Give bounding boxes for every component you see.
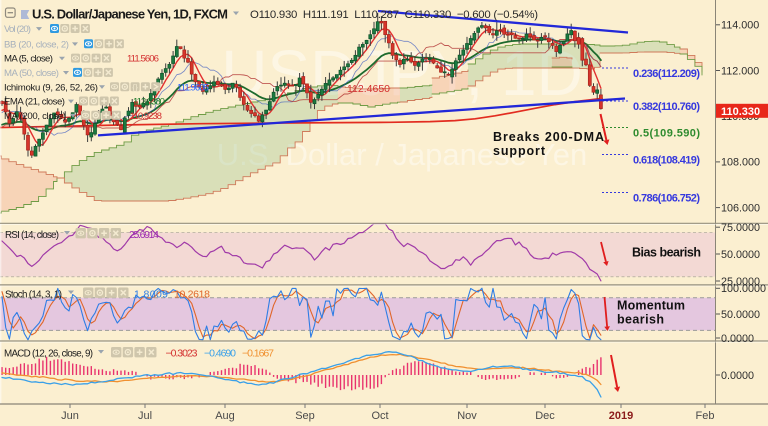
svg-text:110.9238: 110.9238 (130, 111, 162, 122)
svg-text:112.000: 112.000 (721, 65, 759, 77)
svg-text:Bias bearish: Bias bearish (632, 246, 701, 260)
svg-text:Ichimoku (9, 26, 52, 26): Ichimoku (9, 26, 52, 26) (4, 82, 98, 93)
svg-text:U.S. Dollar/Japanese Yen, 1D,: U.S. Dollar/Japanese Yen, 1D, FXCM (32, 7, 228, 22)
svg-text:108.000: 108.000 (721, 157, 760, 169)
svg-text:EMA (21, close): EMA (21, close) (4, 97, 65, 108)
svg-text:Momentum: Momentum (617, 299, 685, 313)
svg-text:112.4650: 112.4650 (347, 83, 390, 95)
svg-text:Breaks 200-DMA: Breaks 200-DMA (493, 130, 604, 144)
svg-text:U.S. Dollar / Japanese Yen: U.S. Dollar / Japanese Yen (217, 137, 588, 172)
svg-text:25.0000: 25.0000 (721, 276, 760, 288)
svg-text:50.0000: 50.0000 (721, 249, 760, 261)
svg-text:0.5(109.590): 0.5(109.590) (633, 128, 700, 140)
svg-text:Oct: Oct (371, 410, 388, 422)
svg-text:bearish: bearish (617, 313, 664, 327)
svg-text:MA (5, close): MA (5, close) (4, 54, 53, 65)
svg-text:Aug: Aug (215, 410, 235, 422)
svg-text:114.000: 114.000 (721, 20, 759, 32)
svg-text:50.0000: 50.0000 (721, 309, 760, 321)
svg-text:111.9605: 111.9605 (177, 82, 209, 93)
svg-text:{}: {} (132, 83, 138, 92)
svg-text:O110.930 H111.191 L110.287: O110.930 H111.191 L110.287 C110.330 −0.6… (250, 9, 538, 21)
svg-text:25.6914: 25.6914 (129, 229, 159, 241)
svg-text:Nov: Nov (457, 410, 477, 422)
svg-text:111.5606: 111.5606 (127, 54, 159, 65)
svg-text:75.0000: 75.0000 (721, 222, 760, 234)
svg-text:0.786(106.752): 0.786(106.752) (633, 193, 700, 205)
svg-text:MA (200, close): MA (200, close) (4, 111, 66, 122)
svg-text:Feb: Feb (696, 410, 715, 422)
svg-text:MA (50, close): MA (50, close) (4, 68, 59, 79)
svg-text:Jun: Jun (61, 410, 79, 422)
svg-text:RSI (14, close): RSI (14, close) (5, 230, 59, 241)
svg-text:Stoch (14, 3, 1): Stoch (14, 3, 1) (5, 289, 62, 300)
svg-text:100.0000: 100.0000 (721, 283, 766, 295)
svg-text:110.330: 110.330 (721, 106, 760, 118)
svg-text:0.0000: 0.0000 (721, 333, 754, 345)
svg-text:MACD (12, 26, close, 9): MACD (12, 26, close, 9) (4, 349, 93, 360)
svg-text:106.000: 106.000 (721, 202, 760, 214)
svg-text:0.0000: 0.0000 (721, 370, 754, 382)
svg-text:−0.3023: −0.3023 (166, 348, 198, 360)
svg-text:−0.4690: −0.4690 (204, 348, 236, 360)
svg-text:0.236(112.209): 0.236(112.209) (633, 68, 700, 80)
svg-text:−0.1667: −0.1667 (242, 348, 274, 360)
svg-text:Jul: Jul (138, 410, 152, 422)
svg-text:0.618(108.419): 0.618(108.419) (633, 155, 700, 167)
svg-text:1.8009: 1.8009 (134, 288, 168, 300)
svg-text:support: support (493, 144, 546, 158)
svg-text:2019: 2019 (609, 410, 633, 422)
svg-text:112.6380: 112.6380 (133, 97, 165, 108)
svg-text:Sep: Sep (295, 410, 315, 422)
svg-text:Vol (20): Vol (20) (4, 24, 31, 35)
svg-text:10.2618: 10.2618 (174, 288, 210, 300)
svg-text:Dec: Dec (535, 410, 555, 422)
svg-text:0.382(110.760): 0.382(110.760) (633, 101, 700, 113)
svg-text:BB (20, close, 2): BB (20, close, 2) (4, 39, 69, 50)
